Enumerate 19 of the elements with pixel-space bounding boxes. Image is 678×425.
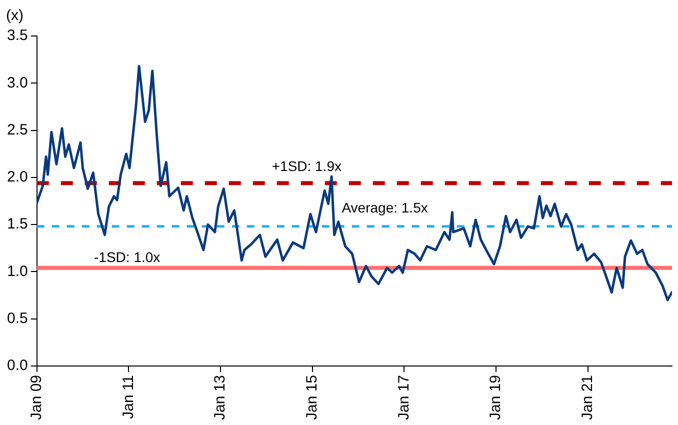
y-tick-label: 0.5 xyxy=(6,310,28,327)
y-tick-label: 3.0 xyxy=(6,74,28,92)
ref-line-label: Average: 1.5x xyxy=(342,199,428,216)
ref-line-label: -1SD: 1.0x xyxy=(94,248,160,265)
x-tick-label: Jan 17 xyxy=(395,374,412,420)
x-tick-label: Jan 09 xyxy=(28,374,45,420)
y-tick-label: 1.0 xyxy=(6,262,28,280)
x-tick-label: Jan 13 xyxy=(212,374,229,420)
y-tick-label: 1.5 xyxy=(6,216,28,233)
x-tick-label: Jan 19 xyxy=(487,374,504,420)
y-tick-label: 2.5 xyxy=(6,121,28,138)
x-tick-label: Jan 11 xyxy=(120,374,137,419)
y-tick-label: 3.5 xyxy=(6,27,28,44)
y-tick-label: 2.0 xyxy=(6,168,28,186)
y-axis-title: (x) xyxy=(6,7,24,24)
y-tick-label: 0.0 xyxy=(6,357,28,374)
x-tick-label: Jan 21 xyxy=(579,374,596,420)
x-tick-label: Jan 15 xyxy=(303,374,320,420)
ref-line-label: +1SD: 1.9x xyxy=(272,158,342,174)
